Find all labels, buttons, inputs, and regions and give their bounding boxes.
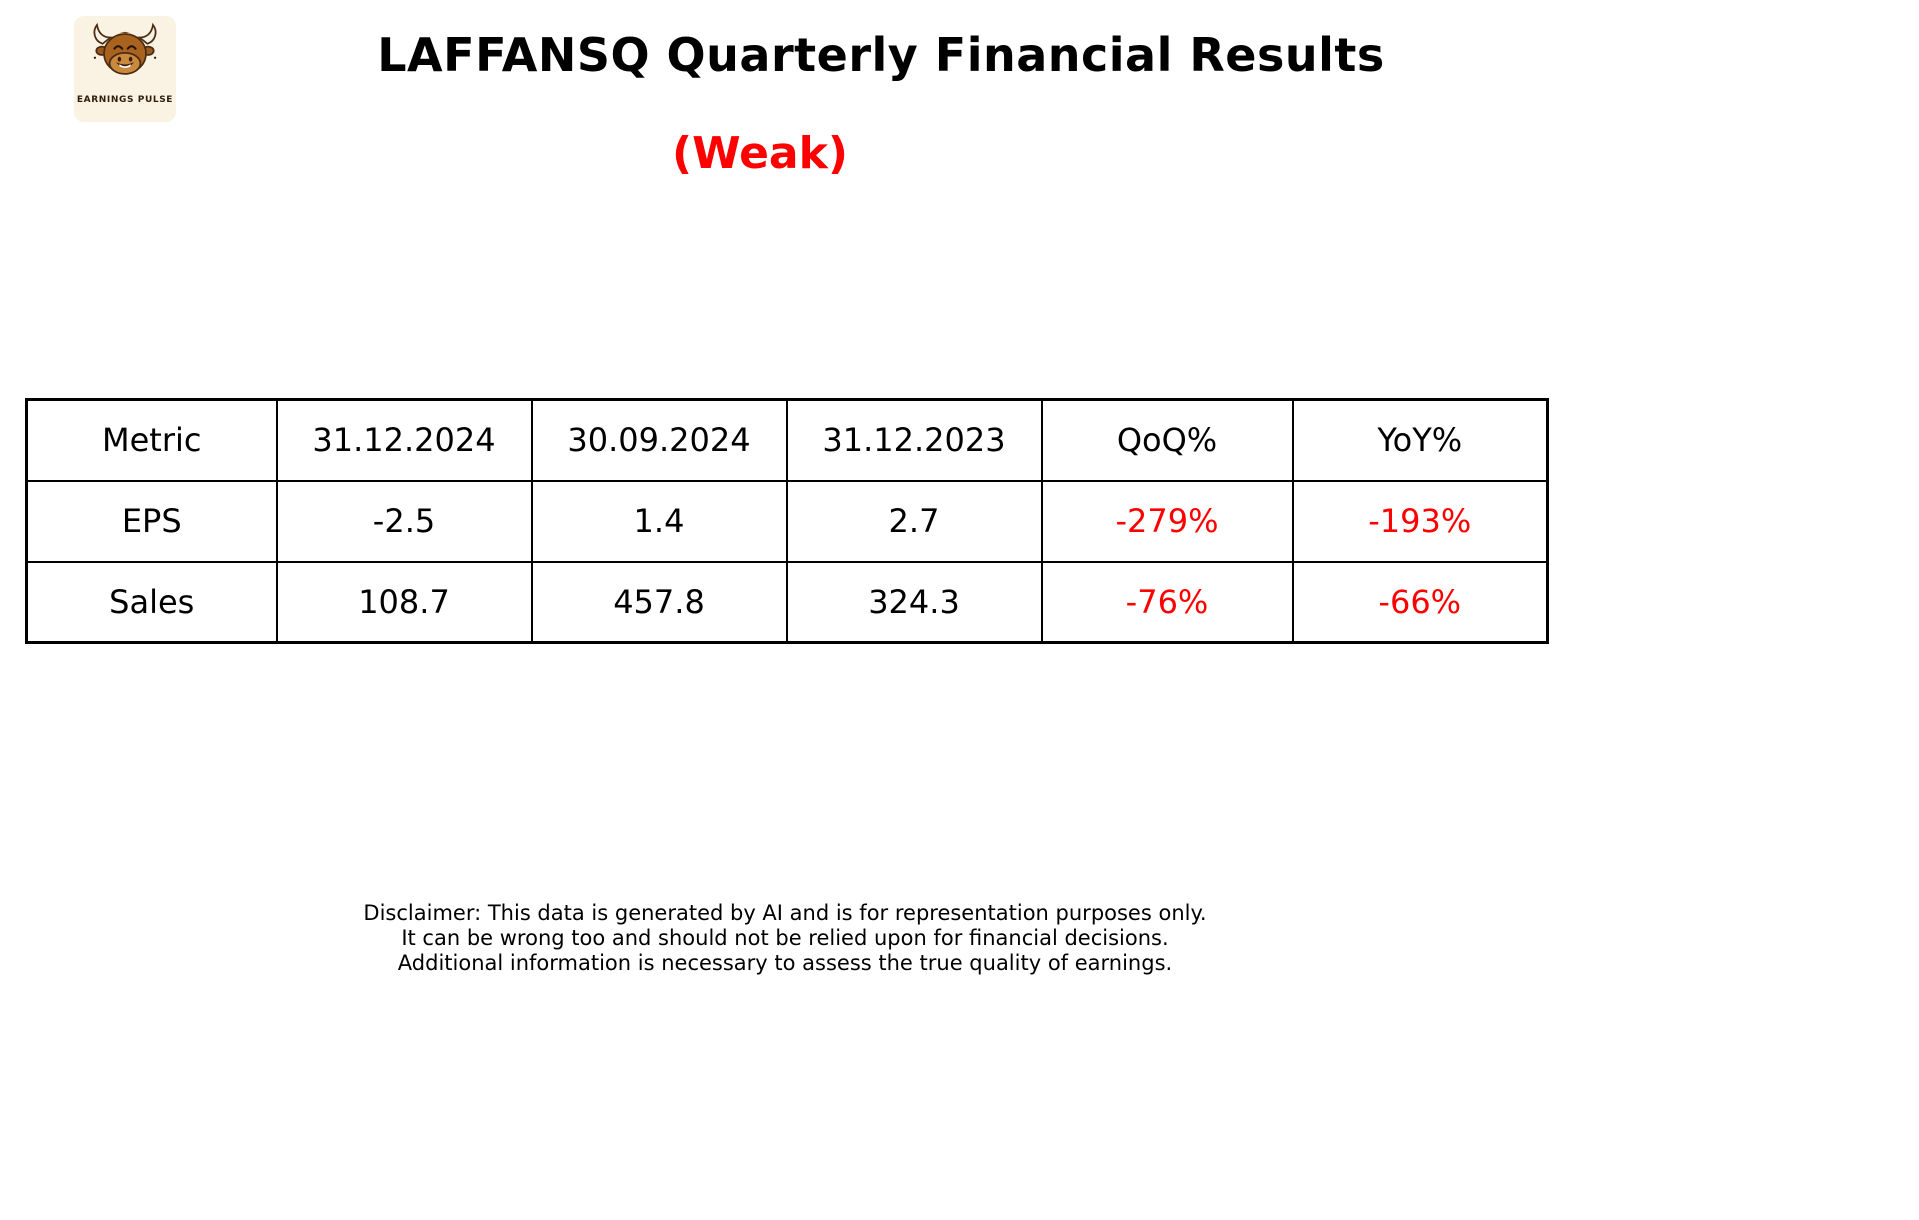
verdict-label: (Weak): [672, 128, 848, 179]
eps-qoq: -279%: [1040, 479, 1294, 563]
header-period-3: 31.12.2023: [785, 398, 1043, 482]
header-period-1: 31.12.2024: [275, 398, 533, 482]
header-yoy: YoY%: [1291, 398, 1549, 482]
financial-results-table: Metric 31.12.2024 30.09.2024 31.12.2023 …: [25, 398, 1549, 644]
header-metric: Metric: [25, 398, 278, 482]
sales-yoy: -66%: [1291, 560, 1549, 644]
sales-qoq: -76%: [1040, 560, 1294, 644]
disclaimer-line-1: Disclaimer: This data is generated by AI…: [363, 901, 1207, 925]
page-title: LAFFANSQ Quarterly Financial Results: [377, 28, 1385, 82]
disclaimer-line-3: Additional information is necessary to a…: [397, 951, 1173, 975]
earnings-pulse-logo: EARNINGS PULSE: [74, 16, 176, 122]
eps-value-3: 2.7: [785, 479, 1043, 563]
eps-yoy: -193%: [1291, 479, 1549, 563]
disclaimer: Disclaimer: This data is generated by AI…: [0, 901, 1570, 976]
eps-value-2: 1.4: [530, 479, 788, 563]
table-header-row: Metric 31.12.2024 30.09.2024 31.12.2023 …: [25, 398, 1549, 482]
table-row-sales: Sales 108.7 457.8 324.3 -76% -66%: [25, 560, 1549, 644]
sales-value-1: 108.7: [275, 560, 533, 644]
sales-value-3: 324.3: [785, 560, 1043, 644]
bull-icon: [87, 20, 163, 94]
sales-label: Sales: [25, 560, 278, 644]
logo-wordmark: EARNINGS PULSE: [76, 95, 174, 105]
eps-value-1: -2.5: [275, 479, 533, 563]
table-row-eps: EPS -2.5 1.4 2.7 -279% -193%: [25, 479, 1549, 563]
header-period-2: 30.09.2024: [530, 398, 788, 482]
header-qoq: QoQ%: [1040, 398, 1294, 482]
eps-label: EPS: [25, 479, 278, 563]
sales-value-2: 457.8: [530, 560, 788, 644]
disclaimer-line-2: It can be wrong too and should not be re…: [401, 926, 1169, 950]
